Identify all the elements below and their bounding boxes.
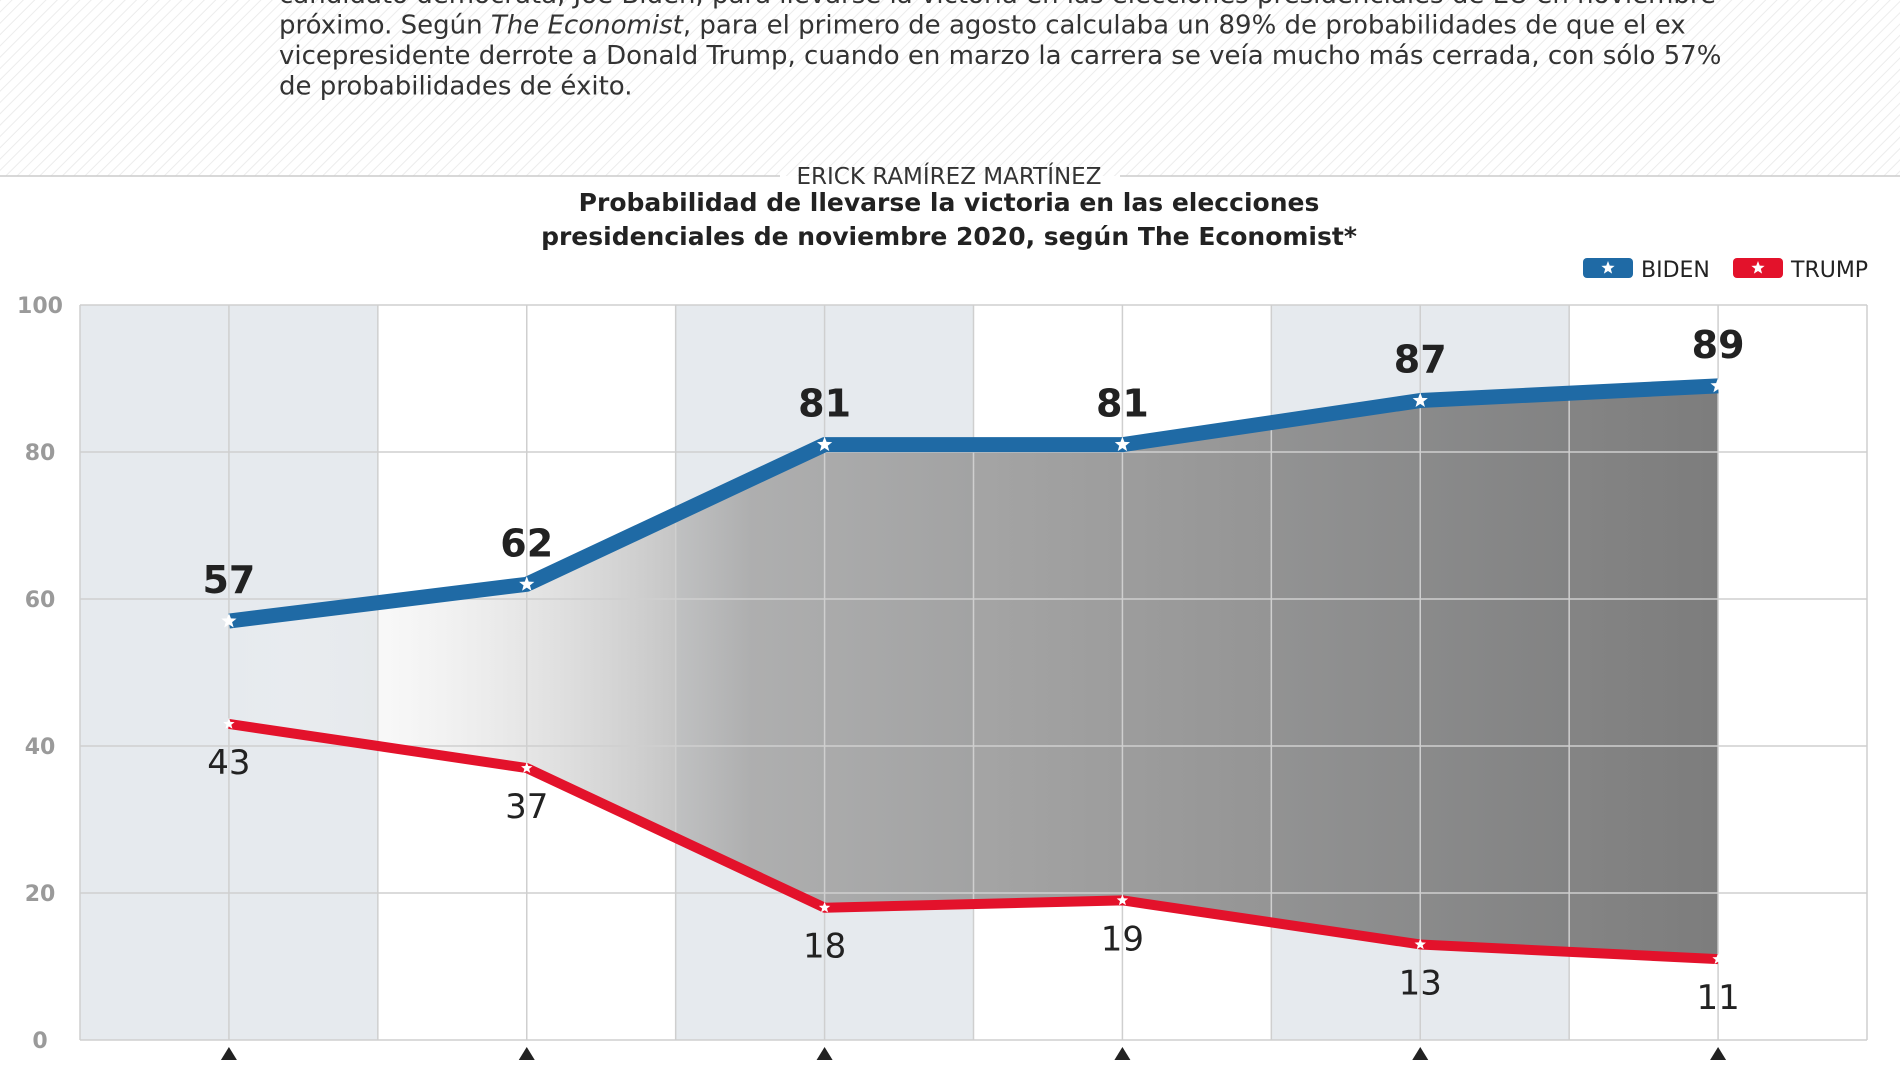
x-tick bbox=[1114, 1047, 1131, 1060]
data-label: 57 bbox=[202, 558, 255, 602]
point bbox=[221, 613, 237, 628]
intro-line: de probabilidades de éxito. bbox=[279, 72, 632, 102]
point bbox=[223, 717, 235, 729]
legend-star bbox=[1751, 261, 1765, 274]
legend-label: BIDEN bbox=[1641, 258, 1710, 283]
chart-title: presidenciales de noviembre 2020, según … bbox=[541, 222, 1357, 251]
chart: 0 20 40 60 80 100 57 62 81 81 87 89 43 37 18 19 13 11 BIDE… bbox=[17, 258, 1868, 1060]
data-label: 19 bbox=[1101, 919, 1144, 959]
x-tick bbox=[1412, 1047, 1429, 1060]
data-label: 37 bbox=[505, 787, 548, 827]
series-line bbox=[227, 378, 1719, 629]
intro-text: candidato demócrata, Joe Biden, para lle… bbox=[279, 0, 1716, 10]
intro-line: candidato demócrata, Joe Biden, para lle… bbox=[279, 0, 1716, 10]
intro-text: vicepresidente derrote a Donald Trump, c… bbox=[279, 41, 1721, 71]
y-tick-label: 80 bbox=[25, 441, 56, 466]
point bbox=[1712, 953, 1724, 965]
intro: candidato demócrata, Joe Biden, para lle… bbox=[279, 0, 1721, 102]
point bbox=[1116, 894, 1129, 906]
author: ERICK RAMÍREZ MARTÍNEZ bbox=[797, 162, 1102, 190]
x-tick bbox=[220, 1047, 237, 1060]
data-label: 81 bbox=[798, 382, 851, 426]
chart-title: Probabilidad de llevarse la victoria en … bbox=[579, 188, 1320, 217]
data-label: 89 bbox=[1692, 323, 1745, 367]
header-bg bbox=[0, 0, 1900, 176]
y-tick-label: 60 bbox=[25, 588, 56, 613]
intro-line: próximo. Según The Economist, para el pr… bbox=[279, 11, 1686, 41]
x-tick bbox=[816, 1047, 833, 1060]
x-tick bbox=[518, 1047, 535, 1060]
point bbox=[521, 762, 533, 773]
intro-text: The Economist bbox=[491, 11, 684, 41]
y-tick-label: 0 bbox=[32, 1029, 47, 1054]
point bbox=[1114, 436, 1131, 452]
legend-label: TRUMP bbox=[1790, 258, 1868, 283]
y-tick-label: 40 bbox=[25, 735, 56, 760]
data-label: 11 bbox=[1696, 978, 1739, 1018]
point bbox=[1412, 392, 1428, 408]
intro-text: de probabilidades de éxito. bbox=[279, 72, 632, 102]
point bbox=[1414, 938, 1426, 950]
legend-star bbox=[1601, 261, 1615, 274]
data-label: 43 bbox=[207, 743, 250, 783]
data-label: 18 bbox=[803, 927, 846, 967]
point bbox=[1710, 377, 1726, 393]
point bbox=[818, 901, 831, 913]
point bbox=[816, 436, 833, 452]
x-tick bbox=[1710, 1047, 1727, 1060]
y-tick-label: 20 bbox=[25, 882, 56, 907]
intro-text: próximo. Según bbox=[279, 11, 491, 41]
data-label: 81 bbox=[1096, 382, 1149, 426]
point bbox=[519, 576, 535, 591]
data-label: 13 bbox=[1399, 963, 1442, 1003]
intro-line: vicepresidente derrote a Donald Trump, c… bbox=[279, 41, 1721, 71]
data-label: 62 bbox=[500, 521, 553, 565]
intro-text: , para el primero de agosto calculaba un… bbox=[683, 11, 1686, 41]
y-tick-label: 100 bbox=[17, 294, 63, 319]
data-label: 87 bbox=[1394, 338, 1447, 382]
series-line bbox=[228, 719, 1719, 965]
